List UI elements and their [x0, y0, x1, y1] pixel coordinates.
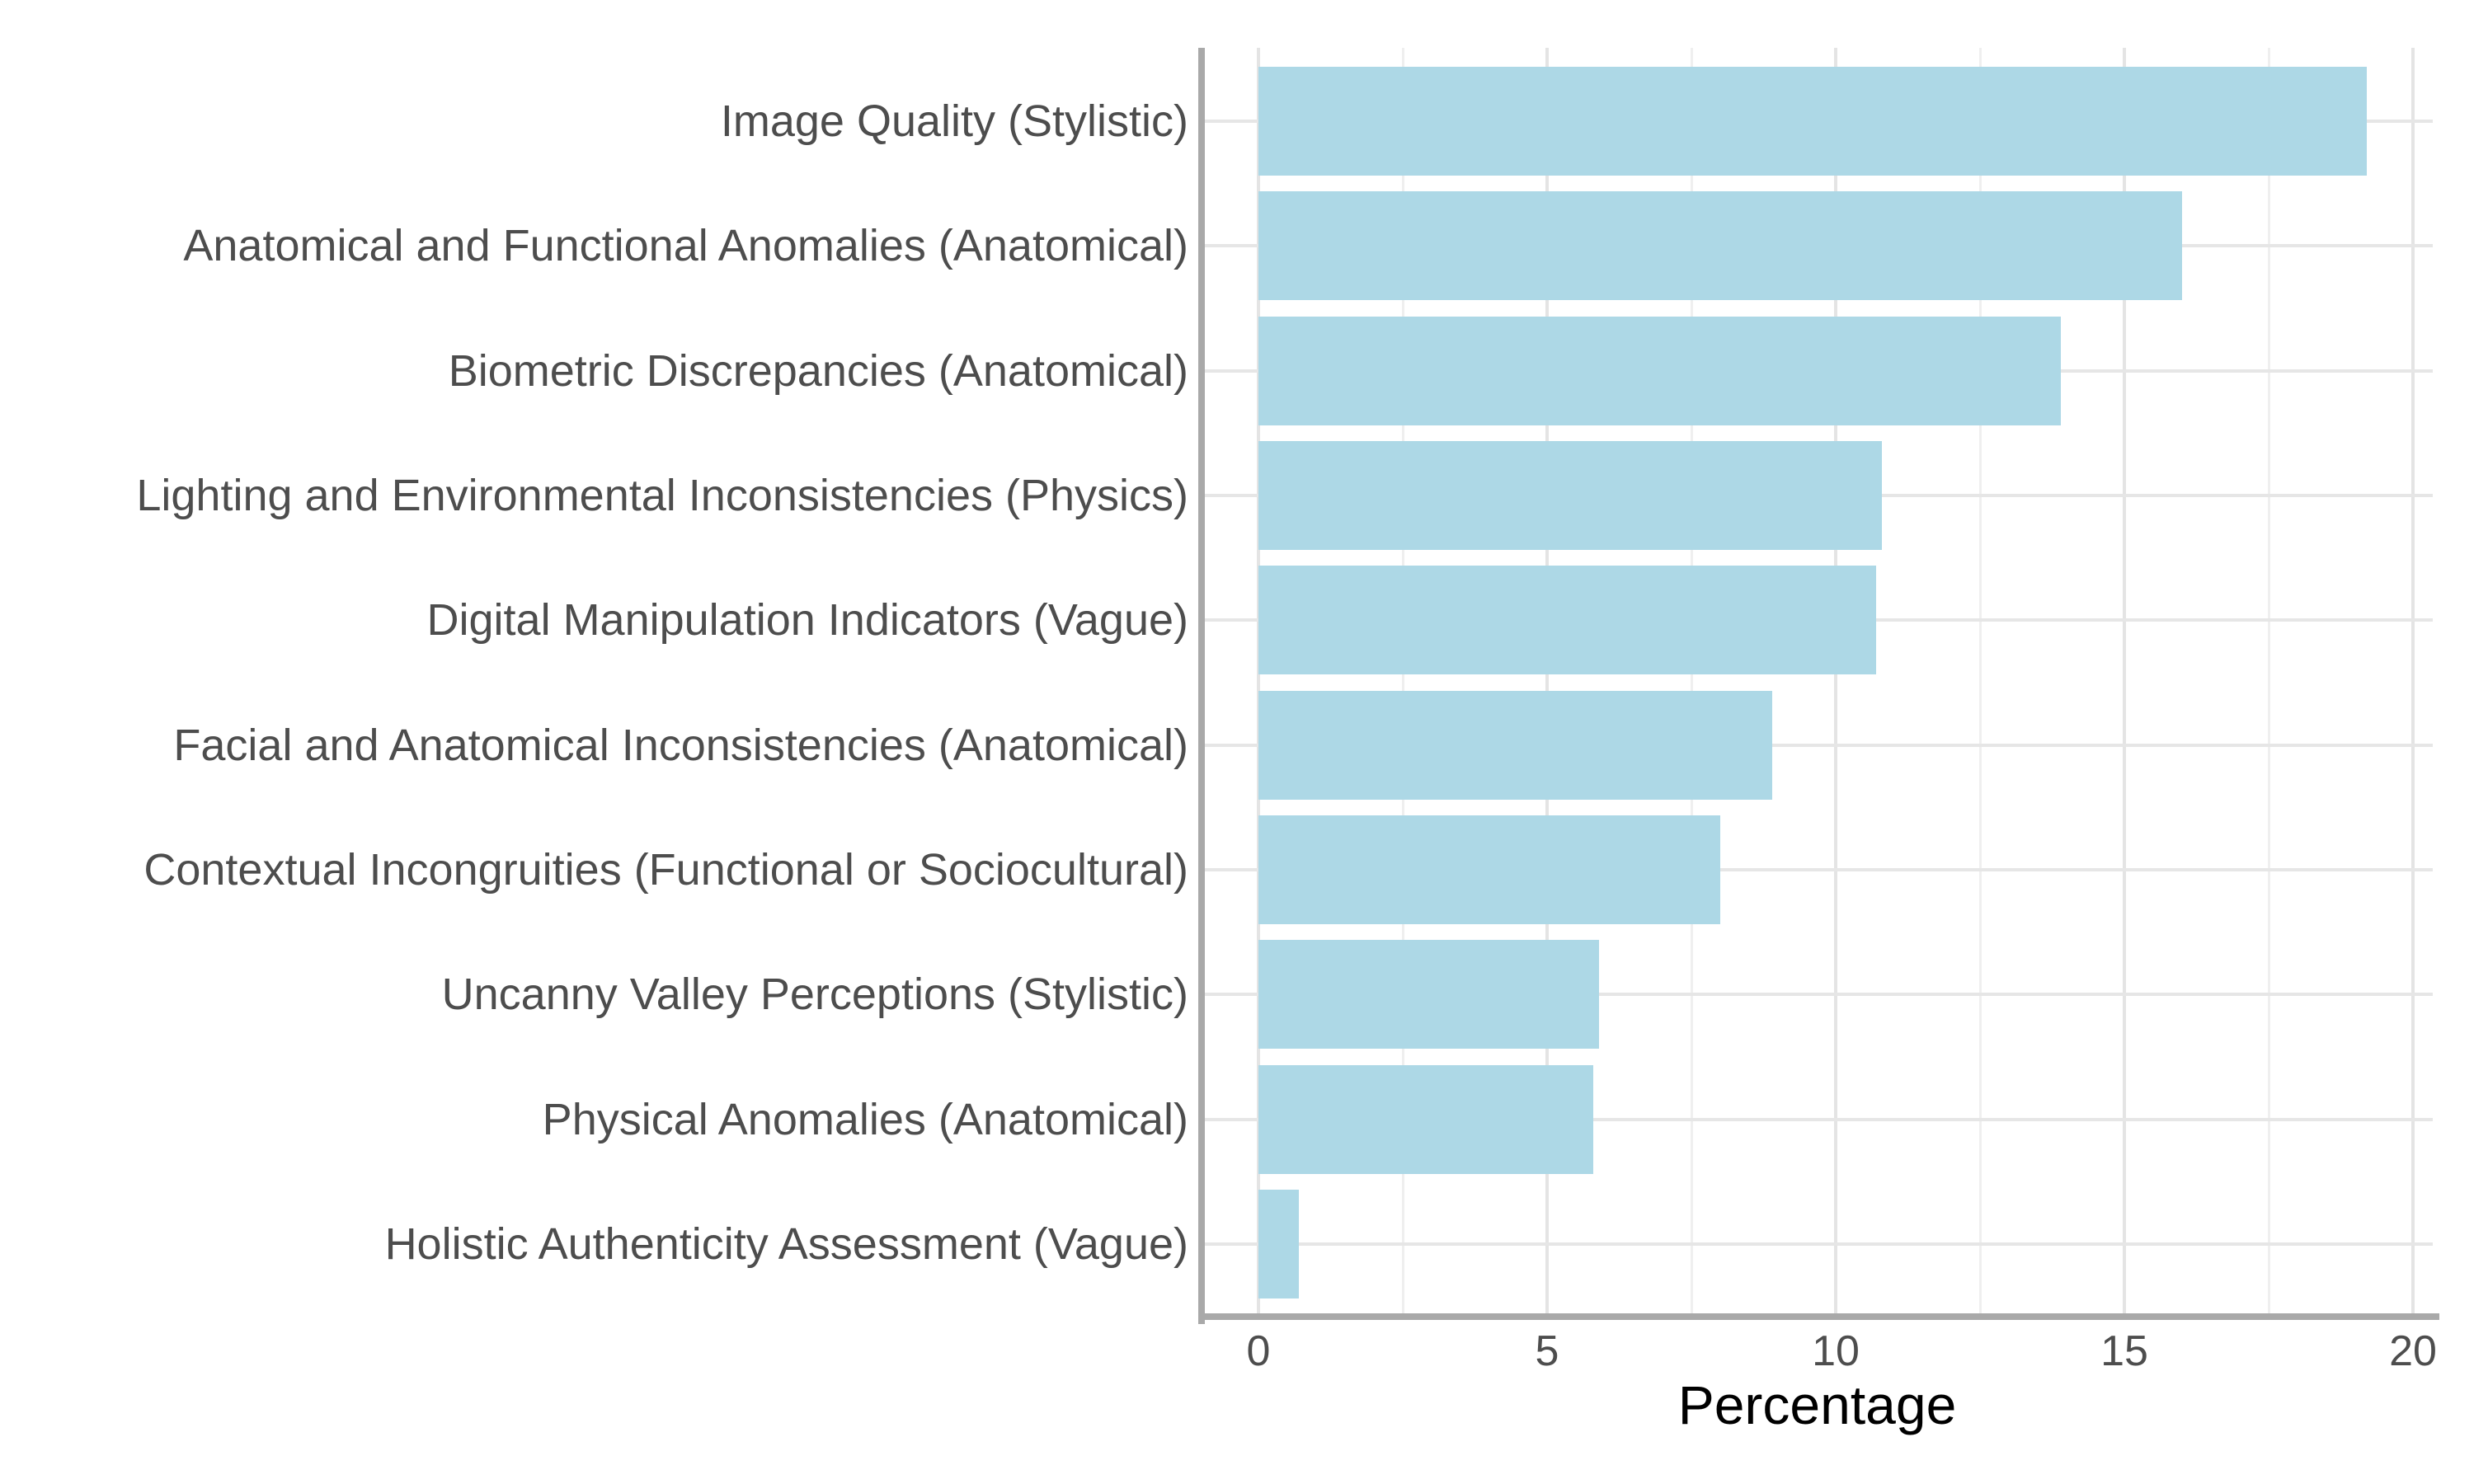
gridline-horizontal	[1202, 1242, 2433, 1246]
bar	[1258, 815, 1720, 924]
y-axis-label: Biometric Discrepancies (Anatomical)	[448, 345, 1188, 396]
gridline-horizontal	[1202, 993, 2433, 997]
x-axis-line	[1198, 1313, 2439, 1320]
y-axis-line	[1198, 48, 1205, 1324]
gridline-vertical-minor	[2267, 48, 2270, 1313]
y-axis-label: Physical Anomalies (Anatomical)	[542, 1094, 1188, 1144]
y-axis-label: Digital Manipulation Indicators (Vague)	[426, 595, 1188, 646]
bar	[1258, 566, 1876, 675]
bar	[1258, 191, 2182, 301]
x-tick-label: 0	[1246, 1327, 1271, 1375]
y-axis-label: Lighting and Environmental Inconsistenci…	[136, 470, 1188, 520]
gridline-vertical-minor	[1690, 48, 1693, 1313]
gridline-vertical-major	[1545, 48, 1549, 1313]
gridline-vertical-major	[1834, 48, 1837, 1313]
x-tick-label: 20	[2389, 1327, 2437, 1375]
bar	[1258, 316, 2061, 425]
gridline-horizontal	[1202, 1117, 2433, 1121]
x-tick-label: 5	[1535, 1327, 1559, 1375]
y-axis-label: Anatomical and Functional Anomalies (Ana…	[183, 221, 1188, 271]
bar	[1258, 690, 1772, 800]
x-tick-label: 10	[1812, 1327, 1860, 1375]
gridline-vertical-major	[1257, 48, 1260, 1313]
x-axis-title: Percentage	[1677, 1374, 1957, 1435]
bar	[1258, 67, 2367, 176]
bar	[1258, 1189, 1299, 1298]
bar	[1258, 1064, 1593, 1174]
gridline-vertical-minor	[1401, 48, 1404, 1313]
y-axis-label: Uncanny Valley Perceptions (Stylistic)	[441, 970, 1188, 1020]
bar	[1258, 940, 1599, 1050]
gridline-vertical-major	[2411, 48, 2415, 1313]
gridline-vertical-minor	[1978, 48, 1982, 1313]
gridline-horizontal	[1202, 743, 2433, 747]
bar	[1258, 440, 1882, 550]
y-axis-label: Holistic Authenticity Assessment (Vague)	[384, 1219, 1188, 1269]
gridline-vertical-major	[2123, 48, 2126, 1313]
y-axis-label: Facial and Anatomical Inconsistencies (A…	[173, 720, 1188, 770]
gridline-horizontal	[1202, 867, 2433, 871]
y-axis-label: Contextual Incongruities (Functional or …	[143, 844, 1188, 895]
x-tick-label: 15	[2100, 1327, 2148, 1375]
y-axis-label: Image Quality (Stylistic)	[720, 96, 1188, 146]
